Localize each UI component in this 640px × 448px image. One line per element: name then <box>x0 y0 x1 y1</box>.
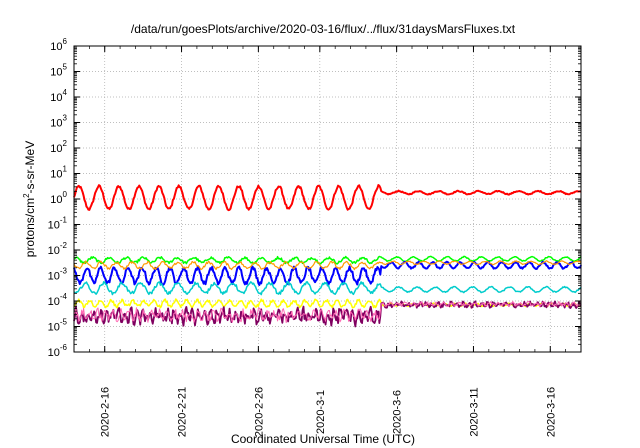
y-axis-label: protons/cm2-s-sr-MeV <box>22 141 37 257</box>
y-tick-label: 101 <box>50 165 67 181</box>
x-tick-label: 2020-2-21 <box>177 387 189 437</box>
ticks <box>73 45 582 353</box>
series-line <box>73 184 582 212</box>
series-line <box>73 255 582 265</box>
y-tick-label: 10-4 <box>48 292 68 308</box>
x-tick-label: 2020-3-16 <box>545 387 557 437</box>
x-tick-label: 2020-3-6 <box>392 390 404 434</box>
x-tick-label: 2020-3-1 <box>315 390 327 434</box>
y-tick-label: 10-3 <box>48 267 68 283</box>
series-lines <box>73 184 582 328</box>
y-tick-label: 10-5 <box>48 318 68 334</box>
series-line <box>73 260 582 271</box>
series-line <box>73 280 582 296</box>
y-tick-labels: 10-6 10-5 10-4 10-3 10-2 10-1 100 101 102 103 104 1… <box>48 37 68 359</box>
x-tick-labels: 2020-2-16 2020-2-21 2020-2-26 2020-3-1 2020-… <box>100 387 558 437</box>
chart-title: /data/run/goesPlots/archive/2020-03-16/f… <box>131 22 516 36</box>
x-tick-label: 2020-2-16 <box>100 387 112 437</box>
y-tick-label: 10-2 <box>48 241 68 257</box>
x-axis-label: Coordinated Universal Time (UTC) <box>231 432 415 446</box>
y-axis-label-rest: -s-sr-MeV <box>23 141 37 194</box>
series-line <box>73 300 582 328</box>
y-tick-label: 10-6 <box>48 343 68 359</box>
series-line <box>73 300 582 324</box>
grid <box>74 46 581 352</box>
x-tick-label: 2020-2-26 <box>253 387 265 437</box>
series-line <box>73 260 582 286</box>
x-tick-label: 2020-3-11 <box>468 387 480 436</box>
y-tick-label: 106 <box>50 37 67 53</box>
y-tick-label: 100 <box>50 190 67 206</box>
y-axis-label-sup: 2 <box>22 193 31 198</box>
y-tick-label: 10-1 <box>48 216 68 232</box>
y-tick-label: 105 <box>50 63 67 79</box>
y-tick-label: 103 <box>50 114 67 130</box>
y-tick-label: 104 <box>50 88 67 104</box>
y-axis-label-main: protons/cm <box>23 198 37 257</box>
y-tick-label: 102 <box>50 139 67 155</box>
